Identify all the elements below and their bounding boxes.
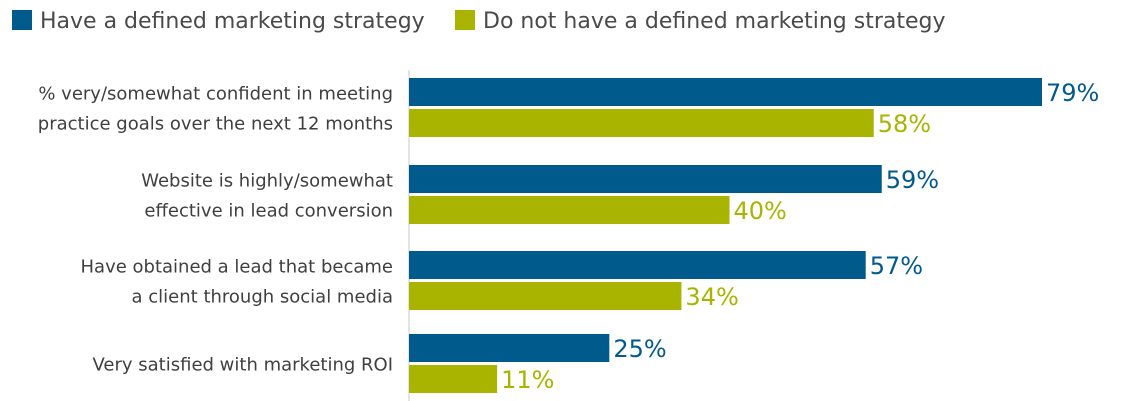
bar-1-series-1 [409,78,1042,106]
category-label-2-line-1: Website is highly/somewhat [141,171,393,192]
legend: Have a defined marketing strategy Do not … [12,9,946,34]
value-label-2-series-1: 59% [886,166,939,194]
bar-3-series-2 [409,282,682,310]
category-label-3-line-2: a client through social media [132,287,393,308]
category-label-4-line-1: Very satisfied with marketing ROI [93,355,394,376]
value-label-3-series-1: 57% [870,252,923,280]
bar-2-series-1 [409,165,882,193]
category-label-3-line-1: Have obtained a lead that became [81,257,394,278]
legend-label-1: Have a defined marketing strategy [40,9,425,34]
bar-2-series-2 [409,196,730,224]
value-label-2-series-2: 40% [734,197,787,225]
category-label-2-line-2: effective in lead conversion [144,201,393,222]
value-labels: 79% 58% 59% 40% 57% 34% 25% 11% [501,79,1099,394]
value-label-3-series-2: 34% [685,283,738,311]
value-label-4-series-1: 25% [613,335,666,363]
bar-1-series-2 [409,109,874,137]
category-label-1-line-2: practice goals over the next 12 months [38,114,393,135]
value-label-4-series-2: 11% [501,366,554,394]
legend-label-2: Do not have a defined marketing strategy [483,9,946,34]
value-label-1-series-2: 58% [878,110,931,138]
bars [409,78,1042,393]
category-label-1-line-1: % very/somewhat confident in meeting [38,84,393,105]
bar-3-series-1 [409,251,866,279]
value-label-1-series-1: 79% [1046,79,1099,107]
legend-swatch-1 [12,10,32,30]
legend-swatch-2 [455,10,475,30]
category-labels: % very/somewhat confident in meeting prac… [38,84,393,376]
bar-4-series-1 [409,334,610,362]
bar-4-series-2 [409,365,498,393]
